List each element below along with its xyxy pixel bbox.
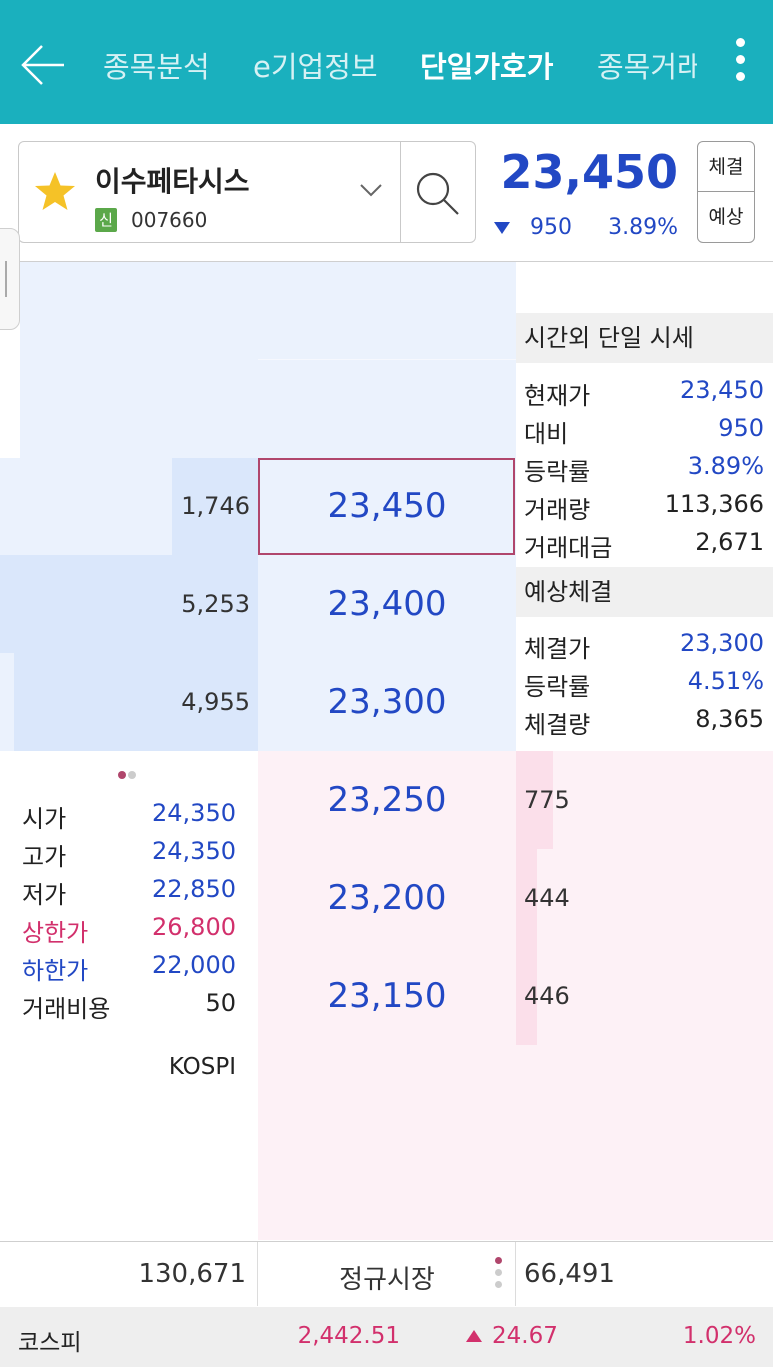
- row-value: 23,300: [680, 629, 764, 657]
- row-label: 거래량: [524, 496, 591, 524]
- bid-quantity: 775: [524, 786, 570, 814]
- row-label: 거래비용: [22, 995, 111, 1023]
- bid-volume-bar: [516, 947, 537, 1045]
- row-value: 22,000: [152, 951, 236, 979]
- expected-button[interactable]: 예상: [708, 206, 744, 228]
- row-value: 26,800: [152, 913, 236, 941]
- index-rate: 1.02%: [682, 1323, 756, 1349]
- divider: [0, 261, 773, 262]
- session-menu-icon[interactable]: [493, 1257, 503, 1293]
- page-dot-active: [118, 771, 126, 779]
- row-label: 등락률: [524, 673, 591, 701]
- ask-price[interactable]: 23,450: [327, 486, 447, 526]
- bid-price[interactable]: 23,150: [327, 976, 447, 1016]
- row-label: 체결량: [524, 711, 591, 739]
- ask-price[interactable]: 23,400: [327, 584, 447, 624]
- favorite-star-icon[interactable]: [33, 170, 77, 214]
- chevron-down-icon[interactable]: [359, 182, 383, 198]
- row-label: 시가: [22, 805, 67, 833]
- execution-button[interactable]: 체결: [698, 142, 754, 192]
- page-dot: [128, 771, 136, 779]
- bid-quantity: 444: [524, 884, 570, 912]
- view-toggle: 체결 예상: [697, 141, 755, 243]
- row-value: 24,350: [152, 799, 236, 827]
- current-price: 23,450: [500, 145, 678, 199]
- row-label: 고가: [22, 843, 67, 871]
- index-change: 24.67: [492, 1323, 558, 1349]
- row-label: 저가: [22, 881, 67, 909]
- divider: [400, 142, 401, 242]
- tab-company-info[interactable]: e기업정보: [253, 50, 378, 84]
- ask-volume-bar: [172, 458, 258, 555]
- bid-price[interactable]: 23,200: [327, 878, 447, 918]
- stock-selector[interactable]: 이수페타시스 신 007660: [18, 141, 476, 243]
- up-triangle-icon: [466, 1330, 482, 1342]
- ask-quantity: 4,955: [181, 688, 250, 716]
- row-value: 24,350: [152, 837, 236, 865]
- price-change-rate: 3.89%: [608, 215, 678, 240]
- tab-single-price-quote[interactable]: 단일가호가: [420, 50, 554, 84]
- ask-price-area: [258, 458, 516, 751]
- divider: [515, 1242, 516, 1306]
- index-ticker[interactable]: 코스피 2,442.51 24.67 1.02%: [0, 1307, 773, 1367]
- row-value: 2,671: [695, 528, 764, 556]
- bid-volume-bar: [516, 849, 537, 947]
- row-divider: [258, 359, 516, 360]
- divider: [0, 1241, 773, 1242]
- row-label: 대비: [524, 420, 569, 448]
- bid-area: [258, 751, 773, 1240]
- index-name: 코스피: [18, 1330, 82, 1356]
- stock-code: 007660: [131, 208, 208, 232]
- row-label: 현재가: [524, 382, 591, 410]
- row-value: 950: [718, 414, 764, 442]
- bid-price[interactable]: 23,250: [327, 780, 447, 820]
- side-drawer-handle[interactable]: [0, 228, 20, 330]
- row-label: 하한가: [22, 957, 89, 985]
- stock-name: 이수페타시스: [95, 165, 250, 198]
- bid-total: 66,491: [524, 1259, 615, 1289]
- ask-price[interactable]: 23,300: [327, 682, 447, 722]
- ask-volume-bar: [0, 555, 258, 653]
- bid-quantity: 446: [524, 982, 570, 1010]
- row-label: 거래대금: [524, 534, 613, 562]
- ask-empty-area: [20, 262, 516, 458]
- search-icon[interactable]: [414, 170, 462, 218]
- row-value: 50: [205, 989, 236, 1017]
- page-indicator[interactable]: [118, 764, 142, 779]
- ask-quantity: 5,253: [181, 590, 250, 618]
- row-value: 3.89%: [687, 452, 764, 480]
- index-value: 2,442.51: [297, 1323, 400, 1349]
- current-price-highlight: [258, 458, 515, 555]
- row-value: 8,365: [695, 705, 764, 733]
- down-triangle-icon: [494, 222, 510, 234]
- price-change: 950: [530, 215, 572, 240]
- divider: [257, 1242, 258, 1306]
- expected-title: 예상체결: [516, 567, 773, 617]
- row-value: 113,366: [664, 490, 764, 518]
- ask-total: 130,671: [138, 1259, 246, 1289]
- row-label: 상한가: [22, 919, 89, 947]
- market-label: KOSPI: [168, 1054, 236, 1080]
- row-value: 4.51%: [687, 667, 764, 695]
- row-label: 등락률: [524, 458, 591, 486]
- row-value: 22,850: [152, 875, 236, 903]
- row-value: 23,450: [680, 376, 764, 404]
- after-hours-title: 시간외 단일 시세: [516, 313, 773, 363]
- tab-stock-trading[interactable]: 종목거래: [597, 50, 697, 84]
- more-menu-icon[interactable]: [728, 38, 752, 92]
- back-arrow-icon[interactable]: [20, 40, 66, 90]
- new-badge: 신: [95, 208, 117, 232]
- ask-quantity: 1,746: [181, 492, 250, 520]
- row-label: 체결가: [524, 635, 591, 663]
- bid-volume-bar: [516, 751, 553, 849]
- tab-clip: 종목거래: [597, 0, 697, 124]
- top-bar: 종목분석 e기업정보 단일가호가 종목거래: [0, 0, 773, 124]
- session-label[interactable]: 정규시장: [339, 1265, 435, 1295]
- ask-volume-bar: [14, 653, 258, 751]
- tab-stock-analysis[interactable]: 종목분석: [103, 50, 210, 84]
